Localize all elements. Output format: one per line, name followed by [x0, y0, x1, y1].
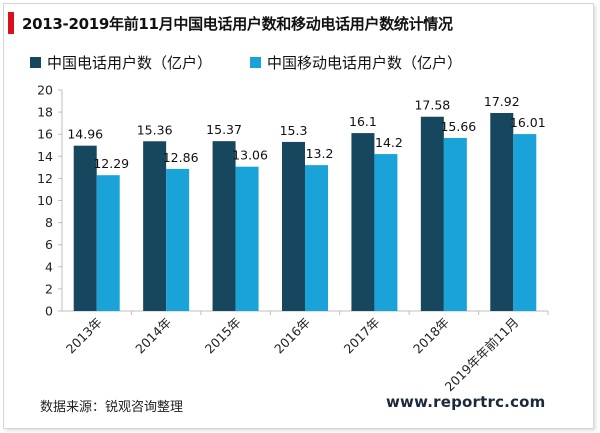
bar-telephone-users	[73, 145, 97, 311]
data-label-mobile-users: 16.01	[510, 115, 546, 130]
title-accent-bar	[8, 12, 14, 34]
website-url: www.reportrc.com	[386, 393, 546, 411]
y-tick-label: 12	[37, 171, 53, 186]
bar-mobile-users	[513, 134, 537, 311]
bar-mobile-users	[443, 137, 467, 311]
y-tick-label: 14	[37, 149, 53, 164]
data-label-telephone-users: 15.37	[206, 122, 242, 137]
data-label-mobile-users: 12.86	[163, 150, 199, 165]
legend-item-mobile-users: 中国移动电话用户数（亿户）	[250, 52, 462, 73]
legend: 中国电话用户数（亿户） 中国移动电话用户数（亿户）	[30, 52, 500, 73]
legend-label-mobile-users: 中国移动电话用户数（亿户）	[267, 54, 463, 72]
y-tick-label: 20	[37, 83, 53, 98]
bar-telephone-users	[143, 141, 167, 311]
y-tick-label: 8	[45, 215, 53, 230]
data-label-mobile-users: 14.2	[375, 135, 403, 150]
x-category-label: 2013年	[63, 315, 105, 357]
bar-telephone-users	[282, 141, 305, 311]
bar-mobile-users	[374, 154, 398, 311]
bar-telephone-users	[351, 133, 375, 311]
y-tick-label: 4	[45, 259, 53, 274]
data-label-mobile-users: 12.29	[93, 156, 129, 171]
y-tick-label: 18	[37, 105, 53, 120]
title-bar: 2013-2019年前11月中国电话用户数和移动电话用户数统计情况	[8, 12, 453, 34]
data-source: 数据来源：锐观咨询整理	[40, 400, 184, 415]
chart-title: 2013-2019年前11月中国电话用户数和移动电话用户数统计情况	[22, 14, 453, 33]
data-label-telephone-users: 14.96	[67, 127, 103, 142]
legend-swatch-mobile-users	[250, 57, 262, 68]
legend-item-telephone-users: 中国电话用户数（亿户）	[30, 52, 212, 73]
y-tick-label: 2	[45, 281, 53, 296]
y-tick-label: 6	[45, 237, 53, 252]
x-category-label: 2017年	[341, 315, 383, 357]
x-category-label: 2018年	[410, 315, 452, 357]
bar-mobile-users	[166, 168, 190, 311]
data-label-mobile-users: 13.2	[306, 146, 334, 161]
data-label-mobile-users: 13.06	[232, 148, 268, 163]
data-label-telephone-users: 15.36	[137, 122, 173, 137]
y-tick-label: 16	[37, 127, 53, 142]
bar-telephone-users	[212, 141, 236, 311]
bar-mobile-users	[96, 175, 120, 311]
bar-mobile-users	[305, 165, 328, 311]
data-label-telephone-users: 17.92	[484, 94, 520, 109]
data-label-telephone-users: 16.1	[349, 114, 377, 129]
legend-swatch-telephone-users	[30, 57, 41, 68]
data-label-telephone-users: 15.3	[280, 123, 308, 138]
bar-mobile-users	[235, 166, 259, 311]
bar-telephone-users	[420, 116, 444, 311]
x-category-label: 2019年年前11月	[442, 315, 522, 395]
data-label-telephone-users: 17.58	[414, 98, 450, 113]
x-category-label: 2015年	[202, 315, 244, 357]
data-label-mobile-users: 15.66	[440, 119, 476, 134]
x-category-label: 2016年	[271, 315, 313, 357]
x-category-label: 2014年	[132, 315, 174, 357]
bar-telephone-users	[490, 112, 514, 311]
y-tick-label: 0	[45, 304, 53, 319]
y-tick-label: 10	[37, 193, 53, 208]
legend-label-telephone-users: 中国电话用户数（亿户）	[47, 54, 213, 72]
